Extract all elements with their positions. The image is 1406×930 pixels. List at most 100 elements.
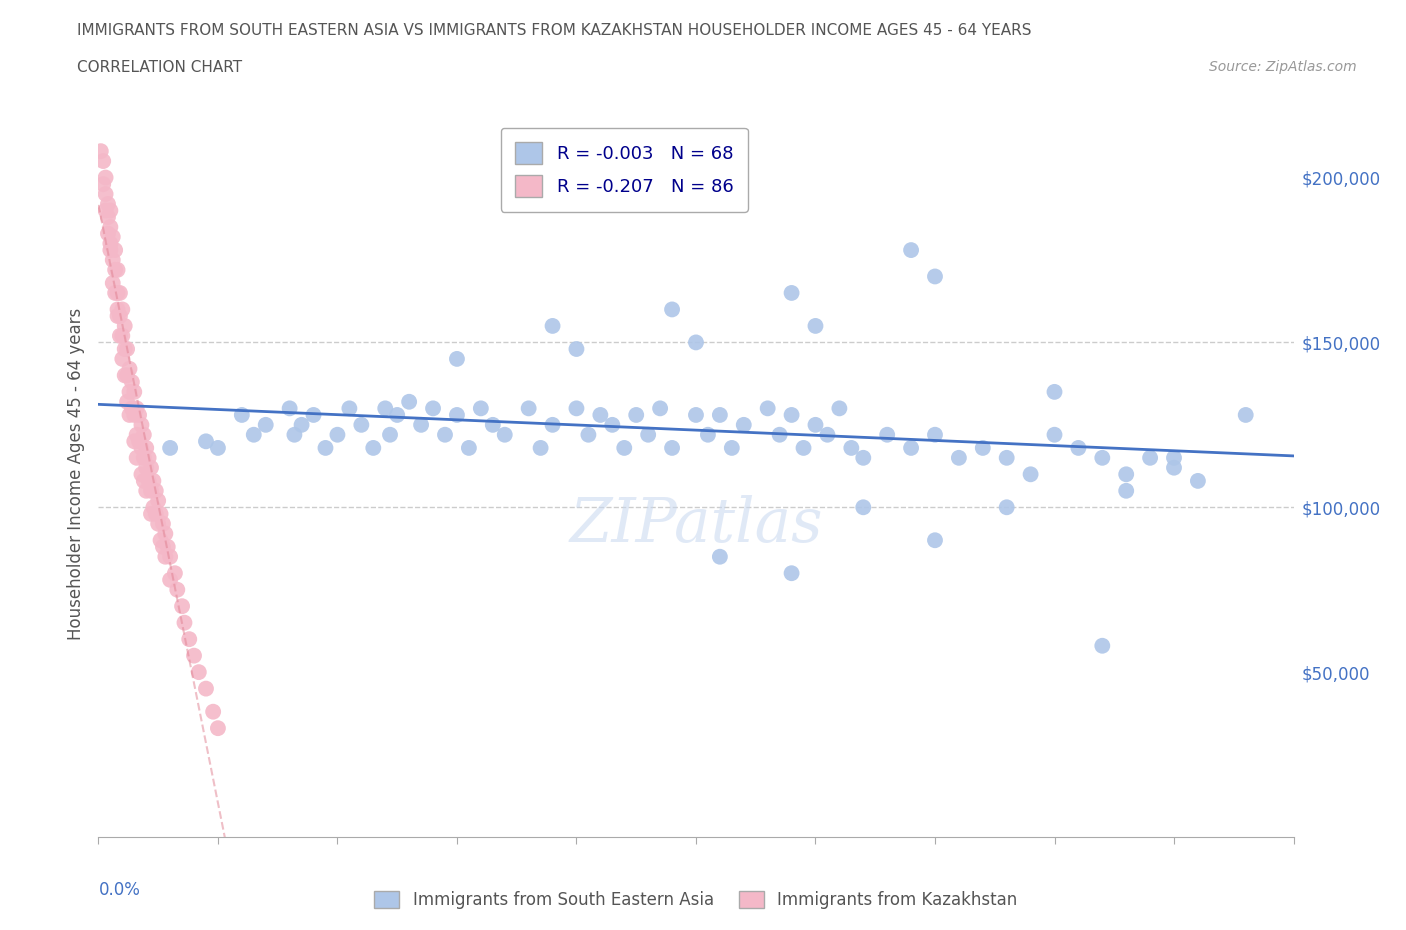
- Point: [94, 187, 117, 202]
- Point: [114, 341, 136, 356]
- Text: 0.0%: 0.0%: [98, 881, 141, 898]
- Point: [121, 375, 143, 390]
- Point: [302, 407, 325, 422]
- Point: [149, 507, 172, 522]
- Point: [1163, 450, 1185, 465]
- Point: [1043, 427, 1066, 442]
- Point: [139, 460, 162, 475]
- Point: [434, 427, 457, 442]
- Point: [613, 441, 636, 456]
- Point: [804, 418, 827, 432]
- Point: [446, 352, 468, 366]
- Point: [125, 427, 148, 442]
- Point: [661, 441, 683, 456]
- Point: [118, 362, 141, 377]
- Text: ZIPatlas: ZIPatlas: [569, 495, 823, 555]
- Point: [852, 450, 875, 465]
- Point: [114, 368, 136, 383]
- Point: [114, 318, 136, 333]
- Point: [108, 309, 131, 324]
- Point: [159, 550, 181, 565]
- Point: [326, 427, 349, 442]
- Point: [148, 516, 170, 531]
- Point: [179, 631, 201, 646]
- Legend: Immigrants from South Eastern Asia, Immigrants from Kazakhstan: Immigrants from South Eastern Asia, Immi…: [368, 884, 1024, 916]
- Point: [565, 341, 588, 356]
- Point: [108, 286, 131, 300]
- Point: [924, 427, 946, 442]
- Point: [589, 407, 612, 422]
- Point: [948, 450, 970, 465]
- Point: [166, 582, 188, 597]
- Point: [115, 394, 138, 409]
- Point: [132, 473, 155, 488]
- Point: [125, 401, 148, 416]
- Point: [152, 516, 174, 531]
- Point: [1115, 484, 1137, 498]
- Point: [145, 507, 167, 522]
- Point: [131, 441, 153, 456]
- Point: [131, 418, 153, 432]
- Y-axis label: Householder Income Ages 45 - 64 years: Householder Income Ages 45 - 64 years: [66, 308, 84, 641]
- Point: [149, 533, 172, 548]
- Point: [124, 434, 146, 449]
- Point: [101, 275, 124, 290]
- Point: [128, 407, 150, 422]
- Point: [709, 407, 731, 422]
- Point: [138, 473, 160, 488]
- Point: [124, 384, 146, 399]
- Point: [128, 434, 150, 449]
- Point: [254, 418, 277, 432]
- Text: Source: ZipAtlas.com: Source: ZipAtlas.com: [1209, 60, 1357, 74]
- Point: [108, 328, 131, 343]
- Point: [1115, 467, 1137, 482]
- Point: [995, 450, 1018, 465]
- Point: [172, 599, 194, 614]
- Point: [183, 648, 205, 663]
- Point: [142, 473, 165, 488]
- Point: [101, 253, 124, 268]
- Point: [661, 302, 683, 317]
- Point: [517, 401, 540, 416]
- Point: [125, 450, 148, 465]
- Point: [202, 704, 225, 719]
- Point: [900, 441, 922, 456]
- Point: [98, 219, 122, 234]
- Point: [156, 539, 179, 554]
- Point: [995, 499, 1018, 514]
- Point: [1187, 473, 1209, 488]
- Point: [900, 243, 922, 258]
- Point: [637, 427, 659, 442]
- Point: [756, 401, 779, 416]
- Point: [565, 401, 588, 416]
- Point: [195, 681, 218, 696]
- Point: [163, 565, 186, 580]
- Point: [411, 418, 433, 432]
- Point: [111, 328, 134, 343]
- Point: [115, 341, 138, 356]
- Point: [841, 441, 863, 456]
- Point: [283, 427, 305, 442]
- Point: [541, 318, 564, 333]
- Point: [852, 499, 875, 514]
- Point: [231, 407, 253, 422]
- Point: [159, 441, 181, 456]
- Point: [1067, 441, 1090, 456]
- Point: [470, 401, 492, 416]
- Point: [138, 450, 160, 465]
- Point: [152, 539, 174, 554]
- Point: [132, 450, 155, 465]
- Point: [291, 418, 314, 432]
- Point: [97, 196, 120, 211]
- Point: [90, 144, 112, 159]
- Point: [101, 230, 124, 245]
- Point: [139, 507, 162, 522]
- Point: [131, 467, 153, 482]
- Point: [972, 441, 994, 456]
- Point: [685, 335, 707, 350]
- Point: [107, 302, 129, 317]
- Point: [115, 368, 138, 383]
- Point: [374, 401, 396, 416]
- Point: [828, 401, 851, 416]
- Point: [458, 441, 481, 456]
